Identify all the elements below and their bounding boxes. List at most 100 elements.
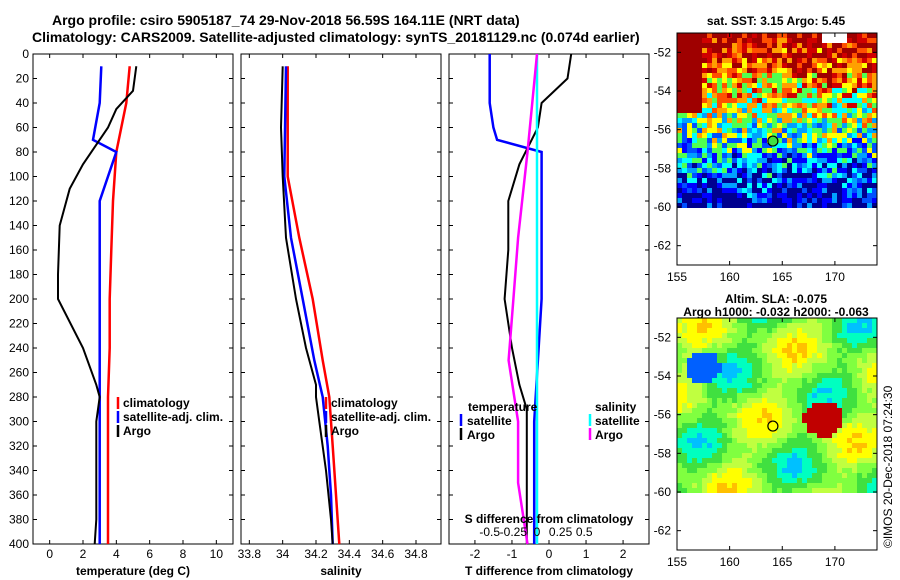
heatmap-cell xyxy=(692,358,697,363)
heatmap-cell xyxy=(727,188,732,193)
heatmap-cell xyxy=(742,138,747,143)
heatmap-cell xyxy=(787,468,792,473)
heatmap-cell xyxy=(712,418,717,423)
heatmap-cell xyxy=(752,93,757,98)
heatmap-cell xyxy=(677,328,682,333)
heatmap-cell xyxy=(787,58,792,63)
heatmap-cell xyxy=(862,423,867,428)
heatmap-cell xyxy=(697,458,702,463)
heatmap-cell xyxy=(722,363,727,368)
heatmap-cell xyxy=(772,443,777,448)
heatmap-cell xyxy=(847,128,852,133)
heatmap-cell xyxy=(807,123,812,128)
heatmap-cell xyxy=(857,453,862,458)
heatmap-cell xyxy=(792,468,797,473)
heatmap-cell xyxy=(752,123,757,128)
heatmap-cell xyxy=(847,473,852,478)
heatmap-cell xyxy=(707,468,712,473)
heatmap-cell xyxy=(742,458,747,463)
heatmap-cell xyxy=(742,63,747,68)
heatmap-cell xyxy=(697,468,702,473)
heatmap-cell xyxy=(722,433,727,438)
heatmap-cell xyxy=(827,453,832,458)
heatmap-cell xyxy=(812,38,817,43)
heatmap-cell xyxy=(682,488,687,493)
heatmap-cell xyxy=(732,123,737,128)
heatmap-cell xyxy=(807,168,812,173)
heatmap-cell xyxy=(717,488,722,493)
heatmap-cell xyxy=(797,348,802,353)
heatmap-cell xyxy=(807,413,812,418)
heatmap-cell xyxy=(832,453,837,458)
heatmap-cell xyxy=(822,418,827,423)
heatmap-cell xyxy=(692,118,697,123)
heatmap-cell xyxy=(737,63,742,68)
heatmap-cell xyxy=(737,183,742,188)
heatmap-cell xyxy=(702,383,707,388)
heatmap-cell xyxy=(872,48,877,53)
heatmap-cell xyxy=(817,38,822,43)
heatmap-cell xyxy=(797,388,802,393)
heatmap-cell xyxy=(827,393,832,398)
heatmap-cell xyxy=(812,203,817,208)
heatmap-cell xyxy=(747,188,752,193)
heatmap-cell xyxy=(747,58,752,63)
heatmap-cell xyxy=(852,138,857,143)
heatmap-cell xyxy=(847,468,852,473)
heatmap-cell xyxy=(687,178,692,183)
heatmap-cell xyxy=(857,148,862,153)
heatmap-cell xyxy=(772,43,777,48)
heatmap-cell xyxy=(732,378,737,383)
heatmap-cell xyxy=(772,423,777,428)
heatmap-cell xyxy=(682,323,687,328)
heatmap-cell xyxy=(692,38,697,43)
heatmap-cell xyxy=(832,388,837,393)
heatmap-cell xyxy=(782,333,787,338)
heatmap-cell xyxy=(862,53,867,58)
heatmap-cell xyxy=(762,373,767,378)
heatmap-cell xyxy=(842,468,847,473)
heatmap-cell xyxy=(677,138,682,143)
heatmap-cell xyxy=(742,103,747,108)
heatmap-cell xyxy=(862,73,867,78)
heatmap-cell xyxy=(692,483,697,488)
heatmap-cell xyxy=(827,373,832,378)
heatmap-cell xyxy=(847,183,852,188)
heatmap-cell xyxy=(687,108,692,113)
heatmap-cell xyxy=(712,148,717,153)
heatmap-cell xyxy=(687,343,692,348)
heatmap-cell xyxy=(842,148,847,153)
heatmap-cell xyxy=(757,48,762,53)
heatmap-cell xyxy=(797,488,802,493)
heatmap-cell xyxy=(717,373,722,378)
heatmap-cell xyxy=(827,398,832,403)
heatmap-cell xyxy=(762,143,767,148)
heatmap-cell xyxy=(752,333,757,338)
heatmap-cell xyxy=(797,378,802,383)
heatmap-cell xyxy=(757,123,762,128)
heatmap-cell xyxy=(787,73,792,78)
heatmap-cell xyxy=(707,68,712,73)
heatmap-cell xyxy=(762,113,767,118)
heatmap-cell xyxy=(832,418,837,423)
heatmap-cell xyxy=(787,368,792,373)
heatmap-cell xyxy=(832,108,837,113)
heatmap-cell xyxy=(732,168,737,173)
heatmap-cell xyxy=(782,58,787,63)
heatmap-cell xyxy=(802,188,807,193)
heatmap-cell xyxy=(772,478,777,483)
heatmap-cell xyxy=(777,158,782,163)
heatmap-cell xyxy=(817,408,822,413)
heatmap-cell xyxy=(837,143,842,148)
heatmap-cell xyxy=(747,348,752,353)
heatmap-cell xyxy=(722,153,727,158)
heatmap-cell xyxy=(777,138,782,143)
heatmap-cell xyxy=(722,443,727,448)
heatmap-cell xyxy=(812,138,817,143)
heatmap-cell xyxy=(857,488,862,493)
heatmap-cell xyxy=(747,53,752,58)
heatmap-cell xyxy=(817,328,822,333)
heatmap-cell xyxy=(772,183,777,188)
heatmap-cell xyxy=(722,108,727,113)
heatmap-cell xyxy=(727,478,732,483)
